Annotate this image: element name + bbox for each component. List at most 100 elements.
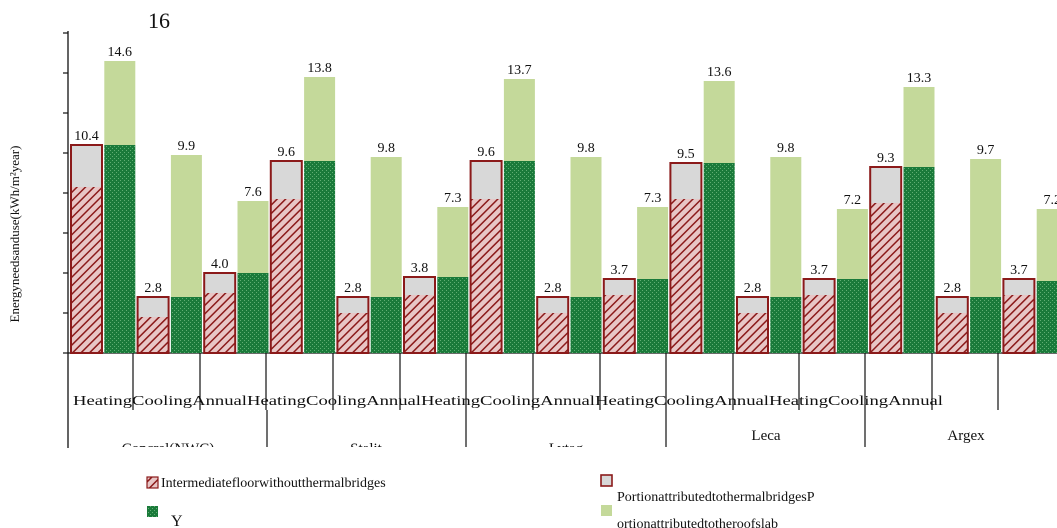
- bar-value-label-6: 9.6: [278, 145, 296, 160]
- category-label-10: Heating: [595, 394, 654, 409]
- bar-21: [770, 157, 802, 353]
- bar-segment-roof-slab: [170, 155, 202, 297]
- legend-swatch-roof-slab: [601, 505, 612, 516]
- bar-segment-roof-slab: [503, 79, 535, 161]
- bar-value-label-28: 3.7: [1010, 263, 1028, 278]
- bar-segment-thermal-bridges: [137, 297, 169, 317]
- bar-segment-thermal-bridges: [603, 279, 635, 295]
- group-axis-labels: Concrel(NWC)StalitLytagLecaArgex: [70, 428, 985, 467]
- bar-value-label-21: 9.8: [777, 141, 795, 156]
- bar-segment-intermediate: [71, 187, 102, 353]
- bar-segment-roof-intermediate: [770, 297, 802, 353]
- bar-value-label-23: 7.2: [844, 193, 862, 208]
- bar-17: [637, 207, 669, 353]
- bar-5: [237, 201, 269, 353]
- legend-label-roof-slab: ortionattributedtotheroofslab: [617, 517, 778, 528]
- bar-outline: [802, 278, 836, 354]
- bar-segment-roof-intermediate: [237, 273, 269, 353]
- bar-25: [903, 87, 935, 353]
- bar-segment-thermal-bridges: [204, 273, 236, 293]
- bar-value-label-25: 13.3: [907, 71, 932, 86]
- bar-value-label-13: 13.7: [507, 63, 532, 78]
- legend-item-intermediate: Intermediatefloorwithoutthermalbridges: [146, 476, 386, 491]
- bar-segment-roof-slab: [770, 157, 802, 297]
- bar-value-label-26: 2.8: [944, 281, 962, 296]
- bar-value-label-27: 9.7: [977, 143, 995, 158]
- bar-segment-roof-intermediate: [437, 277, 469, 353]
- category-label-13: Heating: [769, 394, 828, 409]
- bar-segment-thermal-bridges: [537, 297, 569, 313]
- bar-22: [802, 278, 836, 354]
- bars: [70, 61, 1057, 354]
- bar-14: [536, 296, 570, 354]
- bar-segment-intermediate: [670, 199, 702, 353]
- bar-segment-thermal-bridges: [1003, 279, 1035, 295]
- bar-7: [304, 77, 336, 353]
- bar-11: [437, 207, 469, 353]
- bar-segment-roof-slab: [304, 77, 336, 161]
- bar-4: [203, 272, 237, 354]
- bar-1: [104, 61, 136, 353]
- bar-segment-roof-intermediate: [836, 279, 868, 353]
- legend-item-roof-slab: ortionattributedtotheroofslab: [601, 505, 778, 528]
- bar-24: [869, 166, 903, 354]
- category-label-4: ating: [269, 394, 306, 409]
- bar-outline: [935, 296, 969, 354]
- category-label-6: Annual: [366, 394, 421, 409]
- bar-segment-roof-slab: [637, 207, 669, 279]
- bar-value-label-29: 7.2: [1043, 193, 1057, 208]
- legend: Intermediatefloorwithoutthermalbridges P…: [146, 474, 815, 528]
- legend-swatch-thermal-bridges: [600, 474, 613, 487]
- legend-label-intermediate: Intermediatefloorwithoutthermalbridges: [161, 476, 386, 491]
- bar-12: [469, 160, 503, 354]
- bar-outline: [469, 160, 503, 354]
- label-clip-mask: [70, 447, 870, 467]
- bar-value-label-17: 7.3: [644, 191, 662, 206]
- bar-value-label-0: 10.4: [74, 129, 99, 144]
- bar-segment-roof-intermediate: [304, 161, 336, 353]
- bar-value-label-16: 3.7: [611, 263, 629, 278]
- bar-outline: [336, 296, 370, 354]
- bar-value-label-18: 9.5: [677, 147, 695, 162]
- bar-2: [136, 296, 170, 354]
- bar-value-label-7: 13.8: [307, 61, 332, 76]
- category-label-15: Annual: [888, 394, 943, 409]
- bar-outline: [203, 272, 237, 354]
- bar-value-label-14: 2.8: [544, 281, 562, 296]
- bar-value-label-8: 2.8: [344, 281, 362, 296]
- bar-segment-roof-intermediate: [503, 161, 535, 353]
- bar-value-label-15: 9.8: [577, 141, 595, 156]
- bar-segment-roof-intermediate: [637, 279, 669, 353]
- bar-20: [736, 296, 769, 354]
- bar-segment-roof-intermediate: [570, 297, 602, 353]
- bar-segment-roof-slab: [903, 87, 935, 167]
- bar-segment-thermal-bridges: [936, 297, 968, 313]
- bar-29: [1036, 209, 1057, 353]
- legend-item-thermal-bridges: PortionattributedtothermalbridgesP: [600, 474, 815, 505]
- bar-13: [503, 79, 535, 353]
- bar-outline: [136, 296, 170, 354]
- legend-item-roof-intermediate: Y: [147, 506, 183, 528]
- bar-outline: [269, 160, 303, 354]
- bar-segment-roof-intermediate: [903, 167, 935, 353]
- bar-segment-roof-slab: [570, 157, 602, 297]
- bar-18: [669, 162, 703, 354]
- bar-segment-intermediate: [537, 313, 569, 353]
- bar-value-label-5: 7.6: [244, 185, 262, 200]
- bar-segment-thermal-bridges: [337, 297, 369, 313]
- bar-segment-roof-slab: [1036, 209, 1057, 281]
- bar-segment-roof-slab: [370, 157, 402, 297]
- bar-value-label-3: 9.9: [178, 139, 196, 154]
- bar-segment-intermediate: [137, 317, 169, 353]
- bar-value-label-10: 3.8: [411, 261, 429, 276]
- bar-segment-roof-slab: [836, 209, 868, 279]
- bar-outline: [536, 296, 570, 354]
- bar-outline: [403, 276, 436, 354]
- category-label-14: Cooling: [828, 394, 888, 409]
- category-label-3: He: [247, 394, 269, 409]
- category-label-1: Cooling: [132, 394, 192, 409]
- y-axis-label: Energyneedsanduse(kWh/m²year): [7, 146, 22, 323]
- bar-segment-thermal-bridges: [737, 297, 768, 313]
- bar-0: [70, 144, 103, 354]
